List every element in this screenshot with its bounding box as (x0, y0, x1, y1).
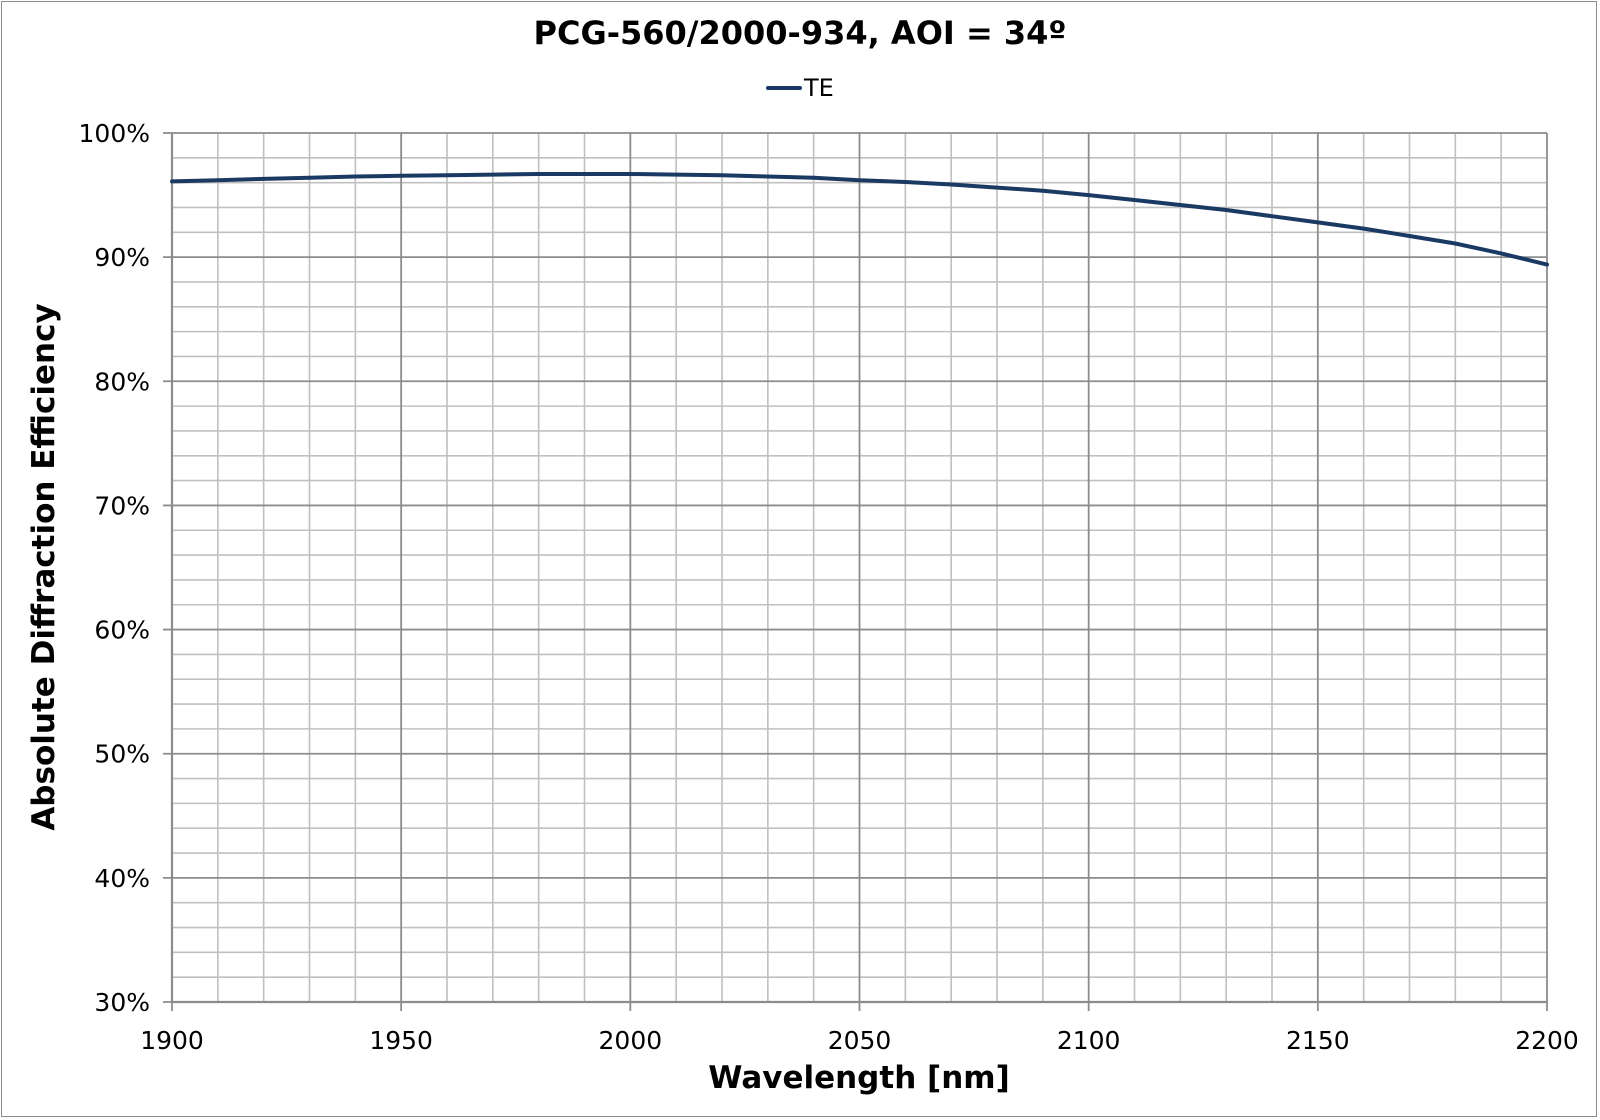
x-tick-label: 1950 (369, 1026, 433, 1055)
series-line-te (170, 172, 1549, 267)
y-tick-label: 80% (94, 367, 150, 396)
legend-label-te: TE (804, 74, 834, 102)
y-tick-label: 50% (94, 740, 150, 769)
y-tick-label: 40% (94, 864, 150, 893)
data-series (170, 172, 1549, 267)
major-gridlines (163, 132, 1548, 1011)
y-tick-label: 30% (94, 988, 150, 1017)
y-tick-label: 70% (94, 491, 150, 520)
x-tick-label: 1900 (140, 1026, 204, 1055)
x-tick-label: 2100 (1057, 1026, 1121, 1055)
chart-title: PCG-560/2000-934, AOI = 34º (533, 14, 1067, 52)
y-tick-label: 100% (79, 119, 150, 148)
tick-labels: 1900 1950 2000 2050 2100 2150 2200 30% 40% 50% 60%… (79, 119, 1579, 1055)
x-tick-label: 2000 (599, 1026, 663, 1055)
x-tick-label: 2150 (1286, 1026, 1350, 1055)
legend: TE (766, 74, 834, 102)
y-axis-label: Absolute Diffraction Efficiency (26, 303, 62, 831)
legend-line-swatch (766, 86, 802, 90)
x-tick-label: 2050 (828, 1026, 892, 1055)
axes (170, 133, 1547, 1004)
x-axis-label: Wavelength [nm] (708, 1060, 1010, 1096)
y-tick-label: 60% (94, 616, 150, 645)
x-tick-label: 2200 (1515, 1026, 1579, 1055)
y-tick-label: 90% (94, 243, 150, 272)
